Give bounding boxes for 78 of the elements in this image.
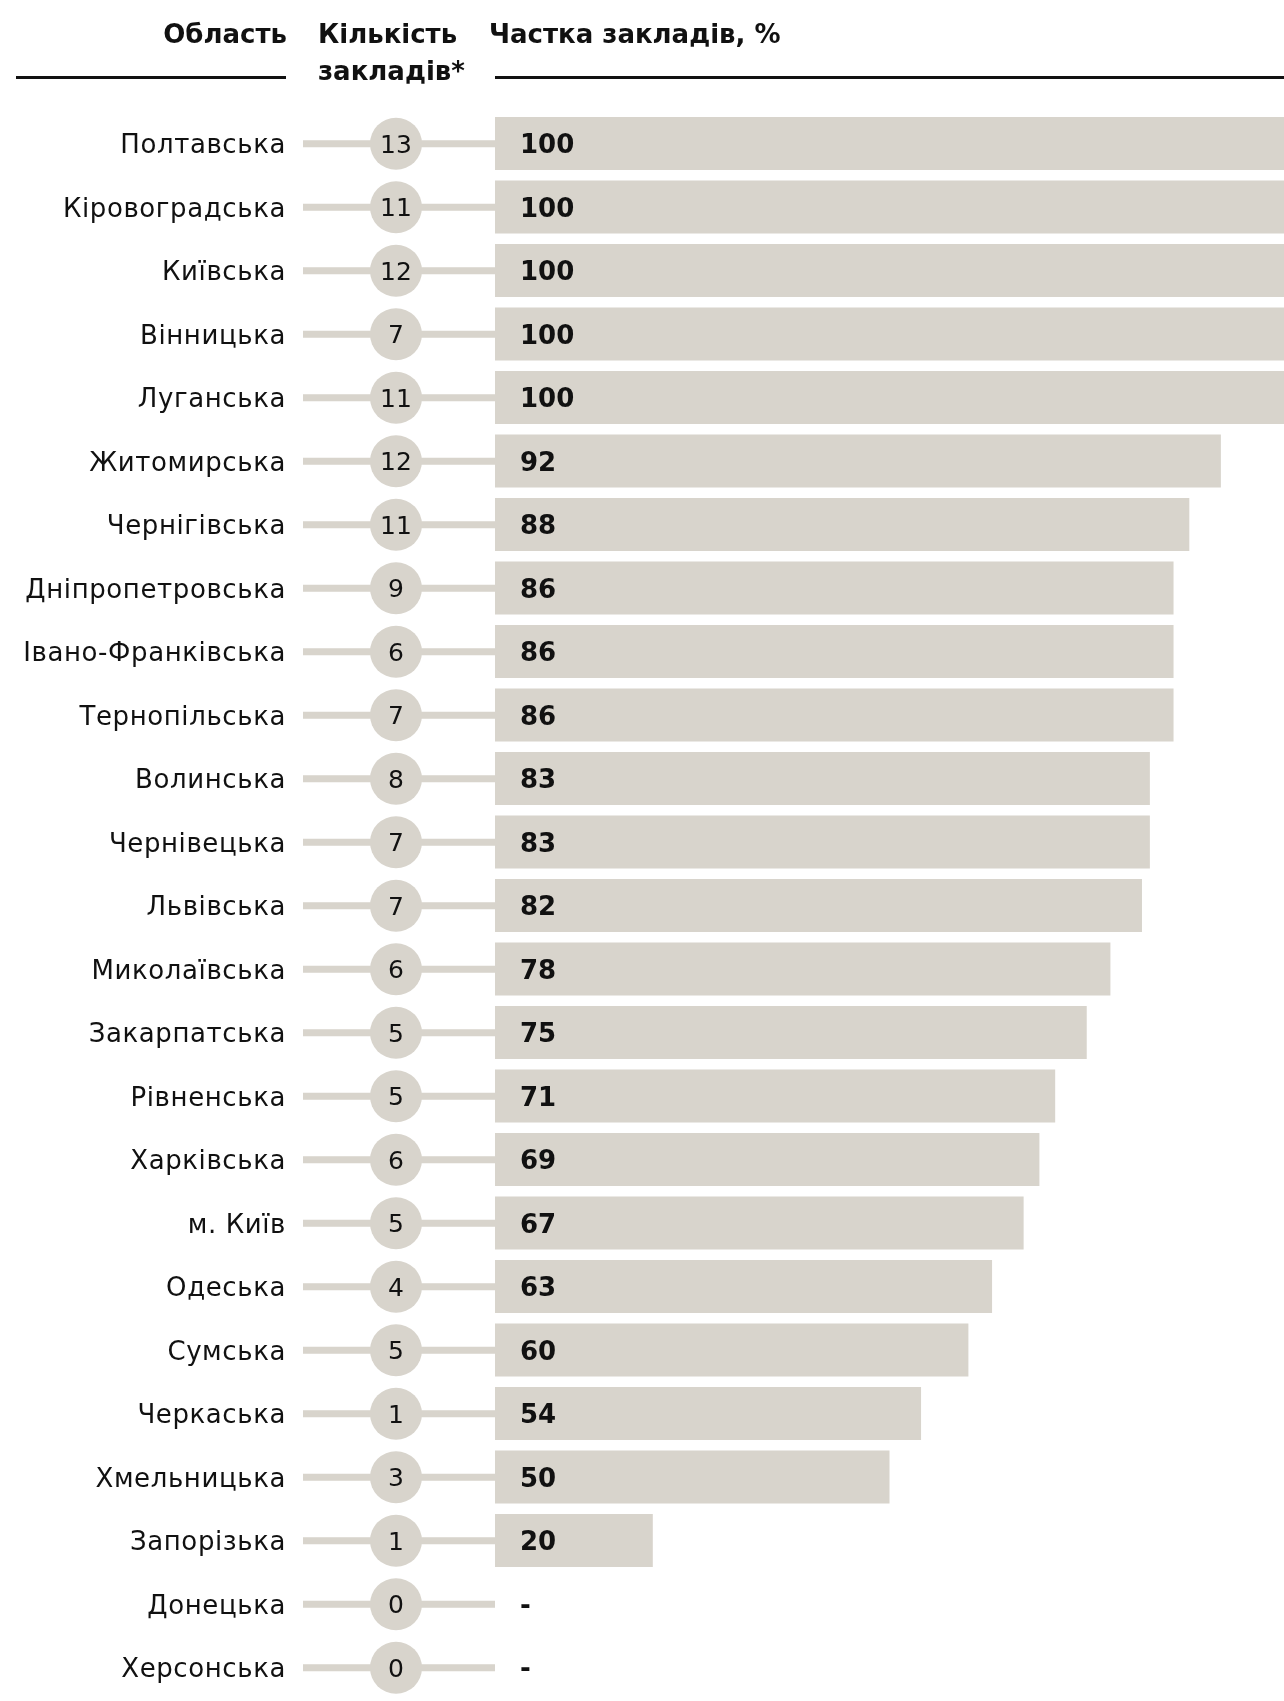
y-tick-label: Хмельницька [95, 1462, 286, 1493]
text: 13 [380, 129, 412, 159]
y-tick-label: Харківська [130, 1145, 286, 1176]
y-tick-label: Сумська [167, 1335, 286, 1366]
text: 8 [388, 764, 404, 794]
data-label: 50 [520, 1462, 557, 1493]
data-label: 83 [520, 764, 557, 795]
data-label: 88 [520, 510, 557, 541]
y-tick-label: Закарпатська [88, 1018, 286, 1049]
text: 6 [388, 1145, 404, 1175]
data-label: 86 [520, 637, 557, 668]
data-label: 71 [520, 1081, 557, 1112]
text: - [520, 1589, 531, 1620]
text: 6 [388, 637, 404, 667]
data-label: 69 [520, 1145, 557, 1176]
text: 1 [388, 1399, 404, 1429]
y-tick-label: Миколаївська [91, 954, 286, 985]
text: Кількість закладів* [318, 18, 466, 88]
y-axis-title: Область [163, 18, 287, 51]
data-label: 100 [520, 319, 575, 350]
text: 0 [388, 1653, 404, 1683]
data-label: 82 [520, 891, 557, 922]
text: 5 [388, 1082, 404, 1112]
text: 9 [388, 574, 404, 604]
y-tick-label: Рівненська [130, 1081, 286, 1112]
y-tick-label: м. Київ [187, 1208, 286, 1239]
y-tick-label: Донецька [147, 1589, 286, 1620]
text: 0 [388, 1590, 404, 1620]
chart-title: Частка закладів, % [489, 18, 781, 51]
text: 7 [388, 828, 404, 858]
text: 3 [388, 1463, 404, 1493]
y-tick-label: Херсонська [121, 1653, 286, 1684]
data-label: 78 [520, 954, 557, 985]
y-tick-label: Луганська [137, 383, 286, 414]
data-label: 20 [520, 1526, 557, 1557]
y-tick-label: Дніпропетровська [25, 573, 286, 604]
data-label: 67 [520, 1208, 557, 1239]
text: 7 [388, 320, 404, 350]
text: 11 [380, 510, 412, 540]
y-tick-label: Вінницька [139, 319, 286, 350]
data-label: 54 [520, 1399, 557, 1430]
data-label: 92 [520, 446, 557, 477]
data-label: 100 [520, 129, 575, 160]
text: - [520, 1653, 531, 1684]
text: 1 [388, 1526, 404, 1556]
y-tick-label: Чернігівська [106, 510, 286, 541]
data-label: 86 [520, 700, 557, 731]
y-tick-label: Київська [162, 256, 286, 287]
text: 5 [388, 1018, 404, 1048]
text: 5 [388, 1336, 404, 1366]
y-tick-label: Львівська [146, 891, 286, 922]
data-label: 100 [520, 192, 575, 223]
y-tick-label: Волинська [135, 764, 286, 795]
text: 6 [388, 955, 404, 985]
y-tick-label: Кіровоградська [62, 192, 286, 223]
data-label: 83 [520, 827, 557, 858]
data-label: 75 [520, 1018, 557, 1049]
text: 7 [388, 701, 404, 731]
text: 11 [380, 383, 412, 413]
text: 4 [388, 1272, 404, 1302]
data-label: 100 [520, 383, 575, 414]
text: 11 [380, 193, 412, 223]
text: 5 [388, 1209, 404, 1239]
y-tick-label: Запорізька [129, 1526, 286, 1557]
data-label: 100 [520, 256, 575, 287]
text: 12 [380, 256, 412, 286]
text: 12 [380, 447, 412, 477]
y-tick-label: Полтавська [120, 129, 286, 160]
y-tick-label: Івано-Франківська [23, 637, 286, 668]
y-tick-label: Чернівецька [108, 827, 286, 858]
text: 7 [388, 891, 404, 921]
data-label: 60 [520, 1335, 557, 1366]
y-tick-label: Черкаська [137, 1399, 286, 1430]
data-label: 63 [520, 1272, 557, 1303]
y-tick-label: Тернопільська [78, 700, 286, 731]
y-tick-label: Житомирська [89, 446, 286, 477]
data-label: 86 [520, 573, 557, 604]
y-tick-label: Одеська [166, 1272, 286, 1303]
